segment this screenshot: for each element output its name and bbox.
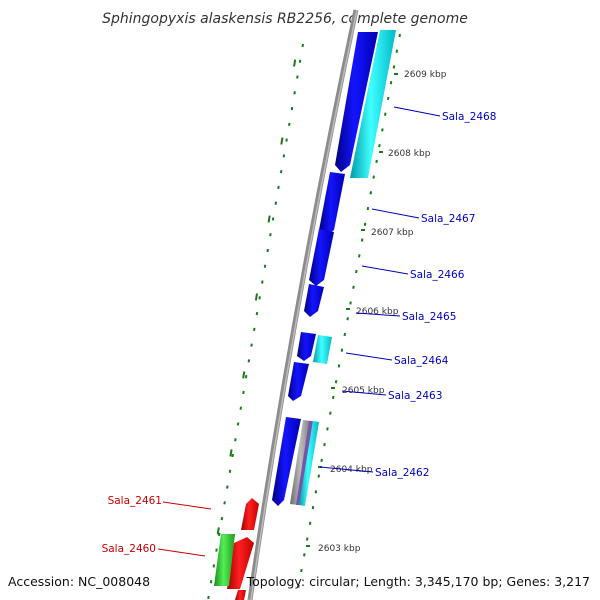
rna-block-sala-2464[interactable] (313, 335, 332, 364)
gene-block-sala-2463[interactable] (288, 362, 309, 401)
genome-summary-label: Topology: circular; Length: 3,345,170 bp… (246, 574, 590, 589)
tick-2609-kbp: 2609 kbp (394, 70, 447, 80)
gene-label-sala-2465[interactable]: Sala_2465 (402, 311, 456, 323)
reverse-strand-features (214, 498, 259, 600)
tick-label: 2609 kbp (404, 70, 447, 80)
tick-2607-kbp: 2607 kbp (361, 228, 414, 238)
gene-label-sala-2468[interactable]: Sala_2468 (442, 111, 496, 123)
gene-block-sala-2460[interactable] (227, 537, 254, 589)
gene-label-sala-2466[interactable]: Sala_2466 (410, 269, 465, 281)
gene-block-sala-2468[interactable] (335, 32, 378, 172)
tick-label: 2603 kbp (318, 544, 361, 554)
gene-label-sala-2463[interactable]: Sala_2463 (388, 390, 442, 402)
tick-2604-kbp: 2604 kbp (318, 465, 373, 475)
forward-strand-features (272, 30, 396, 506)
tick-label: 2605 kbp (342, 386, 385, 396)
tick-2605-kbp: 2605 kbp (331, 386, 385, 396)
feature-block-sala-2462-gray[interactable] (290, 420, 311, 505)
gene-block-sala-2459[interactable] (235, 590, 246, 600)
tick-2606-kbp: 2606 kbp (346, 307, 399, 317)
gene-label-sala-2462[interactable]: Sala_2462 (375, 467, 429, 479)
map-title: Sphingopyxis alaskensis RB2256, complete… (102, 11, 468, 27)
rna-block-sala-2462[interactable] (299, 421, 319, 506)
gene-label-sala-2460[interactable]: Sala_2460 (102, 543, 156, 555)
feature-block-sala-2462-purple[interactable] (296, 421, 313, 505)
tick-label: 2607 kbp (371, 228, 414, 238)
gene-label-sala-2461[interactable]: Sala_2461 (108, 495, 162, 507)
gene-block-sala-2466[interactable] (309, 229, 334, 286)
rna-block-sala-2468[interactable] (350, 30, 396, 178)
gene-block-sala-2465[interactable] (304, 284, 324, 317)
gene-label-sala-2464[interactable]: Sala_2464 (394, 355, 449, 367)
gene-block-sala-2462[interactable] (272, 417, 301, 506)
tick-label: 2608 kbp (388, 149, 431, 159)
gene-block-sala-2461[interactable] (241, 498, 259, 530)
accession-label: Accession: NC_008048 (8, 574, 150, 589)
gene-label-sala-2467[interactable]: Sala_2467 (421, 213, 475, 225)
tick-2608-kbp: 2608 kbp (379, 149, 431, 159)
genome-backbone (247, 9, 359, 600)
gene-block-sala-2464[interactable] (297, 332, 316, 361)
feature-block-sala-2460-green[interactable] (214, 534, 235, 586)
gene-block-sala-2467[interactable] (319, 172, 345, 236)
gene-labels: Sala_2468 Sala_2467 Sala_2466 Sala_2465 … (102, 106, 496, 557)
tick-label: 2606 kbp (356, 307, 399, 317)
tick-2603-kbp: 2603 kbp (306, 544, 361, 554)
